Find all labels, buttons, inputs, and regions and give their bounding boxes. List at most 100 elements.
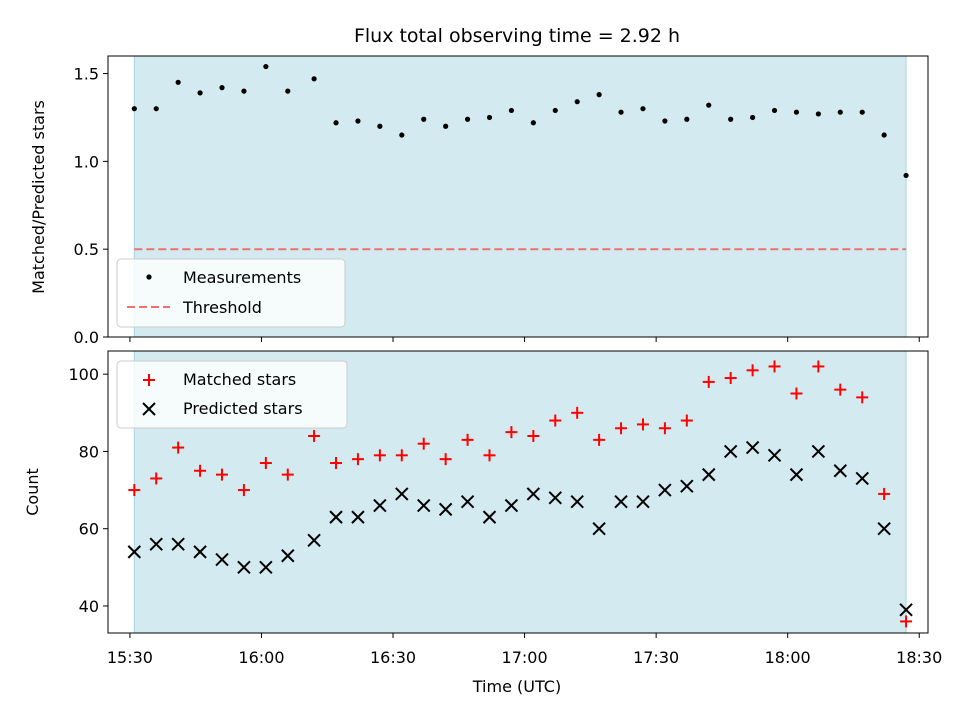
measurement-point <box>421 116 427 122</box>
top-panel: 0.0 0.5 1.0 1.5 Matched/Predicted stars Mea… <box>29 55 929 347</box>
measurement-point <box>793 109 800 115</box>
predicted-star-point <box>417 498 431 513</box>
top-y-tick-label: 1.0 <box>74 152 99 171</box>
matched-star-point <box>615 422 628 435</box>
predicted-star-point <box>592 521 606 536</box>
measurement-point <box>618 109 624 115</box>
matched-star-point <box>856 391 869 404</box>
measurement-point <box>749 114 756 121</box>
predicted-star-point <box>351 510 365 524</box>
x-axis-label: Time (UTC) <box>472 677 561 696</box>
x-tick-label: 16:00 <box>238 648 284 667</box>
predicted-star-point <box>570 494 584 509</box>
x-tick-label: 17:30 <box>633 648 679 667</box>
bottom-y-tick-label: 100 <box>68 365 99 384</box>
x-tick-label: 15:30 <box>107 648 153 667</box>
x-tick-label: 18:00 <box>765 648 811 667</box>
measurement-point <box>443 123 449 129</box>
legend-predicted-marker <box>142 402 156 416</box>
matched-star-point <box>330 457 343 470</box>
matched-star-point <box>571 406 584 419</box>
matched-star-point <box>527 429 540 442</box>
predicted-star-point <box>702 467 716 482</box>
measurement-point <box>574 99 580 105</box>
measurement-point <box>552 107 558 114</box>
measurement-point <box>175 79 181 85</box>
matched-star-point <box>150 472 163 485</box>
matched-star-point <box>768 360 781 373</box>
matched-star-point <box>351 453 364 466</box>
measurement-point <box>285 88 291 94</box>
measurement-point <box>530 120 536 126</box>
bottom-y-axis-label: Count <box>23 468 42 516</box>
measurement-point <box>903 172 909 179</box>
bottom-y-tick-label: 60 <box>79 520 99 539</box>
predicted-star-point <box>548 491 562 505</box>
top-y-tick-label: 0.0 <box>74 328 99 347</box>
predicted-star-point <box>877 521 891 536</box>
matched-star-point <box>439 453 452 466</box>
measurement-point <box>640 106 646 112</box>
matched-star-point <box>483 449 496 462</box>
predicted-star-point <box>171 537 185 551</box>
top-axes-frame <box>107 55 929 338</box>
predicted-star-point <box>767 448 782 463</box>
predicted-star-point <box>614 494 628 509</box>
predicted-star-point <box>149 537 163 551</box>
top-legend: Measurements Threshold <box>116 258 346 328</box>
legend-measurements-marker <box>146 274 152 280</box>
legend-matched-marker <box>143 374 155 386</box>
measurement-point <box>399 132 405 138</box>
matched-star-point <box>281 468 294 481</box>
matched-star-point <box>172 441 185 454</box>
x-tick-label: 17:00 <box>502 648 548 667</box>
top-legend-box <box>116 258 346 328</box>
matched-star-point <box>812 360 825 373</box>
measurement-point <box>355 118 361 124</box>
predicted-star-point <box>215 552 229 567</box>
measurement-point <box>333 120 339 126</box>
measurement-point <box>241 88 247 94</box>
measurement-point <box>197 90 203 96</box>
matched-star-point <box>259 457 272 470</box>
matched-star-point <box>461 433 474 446</box>
predicted-star-point <box>259 560 273 575</box>
predicted-star-point <box>680 479 694 493</box>
measurement-point <box>815 111 821 117</box>
predicted-star-point <box>658 483 672 497</box>
predicted-star-point <box>395 487 409 501</box>
matched-star-point <box>900 615 913 628</box>
predicted-star-point <box>373 498 387 513</box>
top-y-axis-label: Matched/Predicted stars <box>29 100 48 294</box>
matched-star-point <box>549 414 562 427</box>
matched-star-point <box>194 464 207 477</box>
x-tick-label: 18:30 <box>896 648 942 667</box>
measurement-point <box>684 116 690 122</box>
measurement-point <box>859 109 865 115</box>
matched-star-point <box>702 375 715 388</box>
measurement-point <box>311 76 317 82</box>
matched-star-point <box>237 484 250 497</box>
legend-matched-label: Matched stars <box>183 370 296 389</box>
measurement-point <box>153 106 159 112</box>
predicted-star-point <box>811 444 826 459</box>
chart-title: Flux total observing time = 2.92 h <box>354 25 680 47</box>
bottom-panel: 40 60 80 100 15:30 16:00 16:30 17:00 17:30 18:00… <box>23 350 942 696</box>
matched-star-point <box>308 429 321 442</box>
measurement-point <box>771 107 778 114</box>
predicted-star-point <box>745 440 760 455</box>
measurement-point <box>464 116 471 122</box>
bottom-axes-frame <box>107 350 929 634</box>
matched-star-point <box>878 487 891 500</box>
predicted-star-point <box>482 510 497 524</box>
measurement-point <box>508 107 515 114</box>
predicted-star-point <box>307 533 321 547</box>
matched-star-point <box>395 449 408 462</box>
predicted-star-point <box>329 510 343 524</box>
predicted-star-point <box>460 494 475 509</box>
measurement-point <box>662 118 668 124</box>
predicted-star-point <box>193 545 207 559</box>
bottom-legend: Matched stars Predicted stars <box>116 360 348 429</box>
measurement-point <box>486 114 493 121</box>
predicted-star-point <box>855 471 869 486</box>
